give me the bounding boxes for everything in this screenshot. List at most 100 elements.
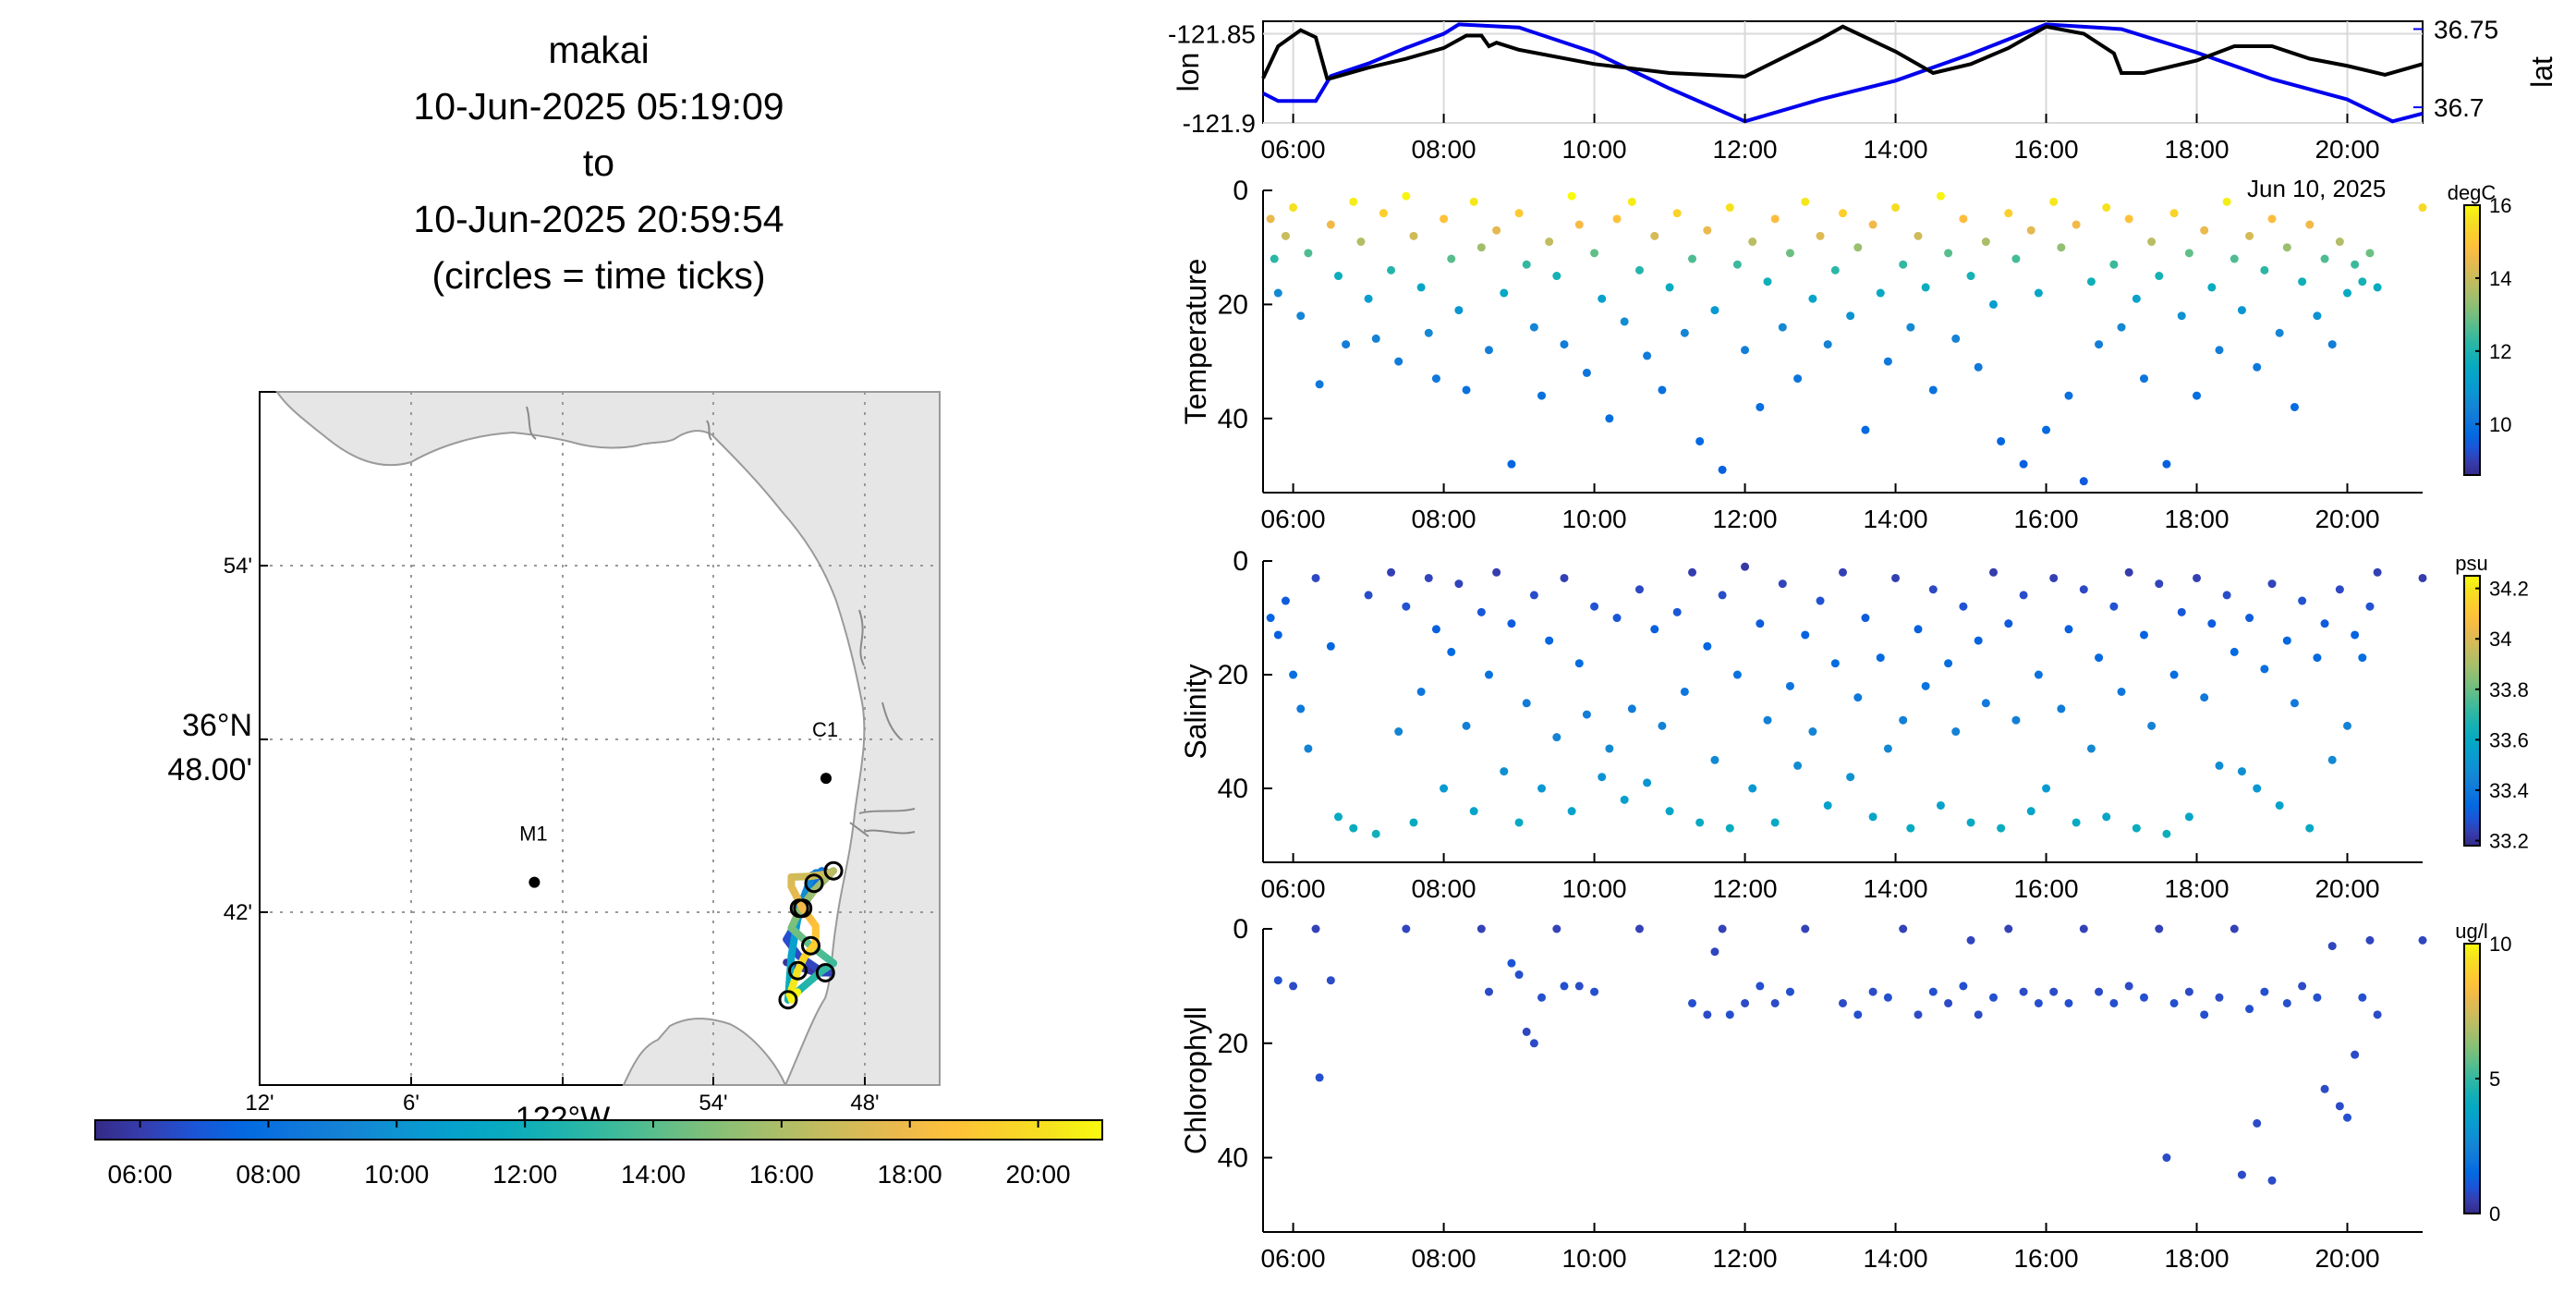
- temperature-data-point: [1846, 311, 1854, 320]
- time-axis-tick-label: 12:00: [1713, 874, 1778, 903]
- salinity-data-point: [1982, 699, 1990, 707]
- temperature-data-point: [2080, 477, 2088, 485]
- temperature-data-point: [2118, 323, 2126, 332]
- temperature-data-point: [1621, 317, 1629, 325]
- temperature-data-point: [2283, 243, 2291, 251]
- station-marker-m1: [529, 877, 540, 888]
- salinity-data-point: [1628, 704, 1636, 713]
- temperature-data-point: [1997, 437, 2005, 445]
- chlorophyll-data-point: [2095, 988, 2103, 996]
- temperature-data-point: [2125, 214, 2133, 223]
- temperature-data-point: [1989, 300, 1998, 309]
- chlorophyll-data-point: [1801, 925, 1809, 933]
- salinity-data-point: [1394, 727, 1403, 736]
- chlorophyll-data-point: [1635, 925, 1644, 933]
- time-axis-tick-label: 06:00: [1261, 135, 1326, 164]
- temperature-data-point: [1394, 358, 1403, 366]
- salinity-data-point: [1658, 722, 1666, 730]
- salinity-data-point: [2419, 574, 2427, 582]
- chlorophyll-data-point: [2336, 1102, 2344, 1110]
- chlorophyll-data-point: [1975, 1010, 1983, 1019]
- temperature-data-point: [2313, 311, 2321, 320]
- salinity-data-point: [2260, 665, 2268, 673]
- temperature-data-point: [1703, 226, 1711, 235]
- temperature-colorbar-tick-label: 14: [2489, 267, 2511, 290]
- time-axis-tick-label: 08:00: [1412, 874, 1476, 903]
- chlorophyll-data-point: [1944, 999, 1952, 1007]
- temperature-data-point: [1861, 426, 1869, 434]
- temperature-data-point: [1583, 369, 1591, 377]
- temperature-data-point: [2109, 261, 2118, 269]
- salinity-data-point: [2290, 699, 2299, 707]
- chlorophyll-data-point: [2351, 1051, 2359, 1059]
- salinity-colorbar-tick-label: 33.2: [2489, 830, 2529, 853]
- chlorophyll-data-point: [2035, 999, 2043, 1007]
- salinity-data-point: [1515, 818, 1524, 826]
- temperature-data-point: [1440, 214, 1448, 223]
- temperature-data-point: [1764, 277, 1772, 286]
- station-marker-c1: [820, 773, 832, 784]
- salinity-data-point: [2140, 630, 2148, 639]
- chlorophyll-data-point: [1327, 976, 1335, 984]
- chlorophyll-data-point: [2298, 982, 2306, 990]
- temperature-data-point: [1274, 289, 1282, 298]
- salinity-data-point: [1839, 568, 1847, 577]
- salinity-data-point: [2072, 818, 2081, 826]
- temperature-data-point: [1492, 226, 1501, 235]
- temperature-data-point: [2419, 203, 2427, 212]
- time-colorbar-tick-label: 16:00: [749, 1160, 814, 1189]
- salinity-data-point: [1824, 801, 1832, 810]
- chlorophyll-y-tick-label: 0: [1233, 914, 1248, 945]
- salinity-data-point: [1959, 603, 1967, 611]
- salinity-data-point: [1741, 563, 1749, 571]
- salinity-data-point: [2064, 625, 2072, 633]
- temperature-data-point: [1590, 249, 1598, 257]
- temperature-data-point: [2011, 255, 2020, 263]
- temperature-data-point: [1560, 340, 1568, 348]
- salinity-data-point: [1447, 648, 1455, 656]
- temperature-data-point: [1296, 311, 1305, 320]
- temperature-colorbar: [2464, 205, 2480, 475]
- header-line-4: (circles = time ticks): [431, 254, 765, 297]
- salinity-data-point: [1440, 785, 1448, 793]
- salinity-data-point: [2042, 785, 2050, 793]
- temperature-data-point: [1695, 437, 1704, 445]
- temperature-data-point: [1356, 238, 1365, 246]
- temperature-y-tick-label: 40: [1218, 404, 1248, 434]
- time-axis-tick-label: 06:00: [1261, 1244, 1326, 1273]
- salinity-data-point: [2080, 585, 2088, 593]
- salinity-data-point: [2207, 619, 2216, 628]
- temperature-data-point: [1304, 249, 1312, 257]
- temperature-data-point: [2245, 232, 2254, 240]
- salinity-data-point: [2011, 716, 2020, 725]
- salinity-data-point: [2276, 801, 2284, 810]
- salinity-data-point: [1846, 773, 1854, 781]
- station-label-m1: M1: [519, 823, 548, 846]
- salinity-data-point: [1304, 744, 1312, 752]
- salinity-data-point: [1801, 630, 1809, 639]
- temperature-data-point: [2290, 403, 2299, 411]
- time-colorbar-tick-label: 12:00: [492, 1160, 557, 1189]
- chlorophyll-data-point: [1726, 1010, 1734, 1019]
- temperature-data-point: [2328, 340, 2337, 348]
- salinity-data-point: [2283, 637, 2291, 645]
- salinity-data-point: [2147, 722, 2156, 730]
- temperature-data-point: [1270, 255, 1279, 263]
- temperature-data-point: [1432, 374, 1440, 383]
- salinity-y-tick-label: 40: [1218, 774, 1248, 804]
- salinity-data-point: [1432, 625, 1440, 633]
- chlorophyll-data-point: [2140, 994, 2148, 1002]
- temperature-data-point: [1959, 214, 1967, 223]
- time-axis-tick-label: 14:00: [1864, 135, 1928, 164]
- salinity-data-point: [1861, 614, 1869, 622]
- salinity-colorbar-tick-label: 34.2: [2489, 578, 2529, 601]
- chlorophyll-data-point: [1719, 925, 1727, 933]
- salinity-data-point: [2351, 630, 2359, 639]
- temperature-data-point: [1673, 209, 1682, 217]
- chlorophyll-data-point: [1590, 988, 1598, 996]
- temperature-data-point: [1349, 198, 1357, 206]
- temperature-data-point: [2057, 243, 2065, 251]
- chlorophyll-data-point: [1929, 988, 1938, 996]
- chlorophyll-data-point: [2268, 1177, 2277, 1185]
